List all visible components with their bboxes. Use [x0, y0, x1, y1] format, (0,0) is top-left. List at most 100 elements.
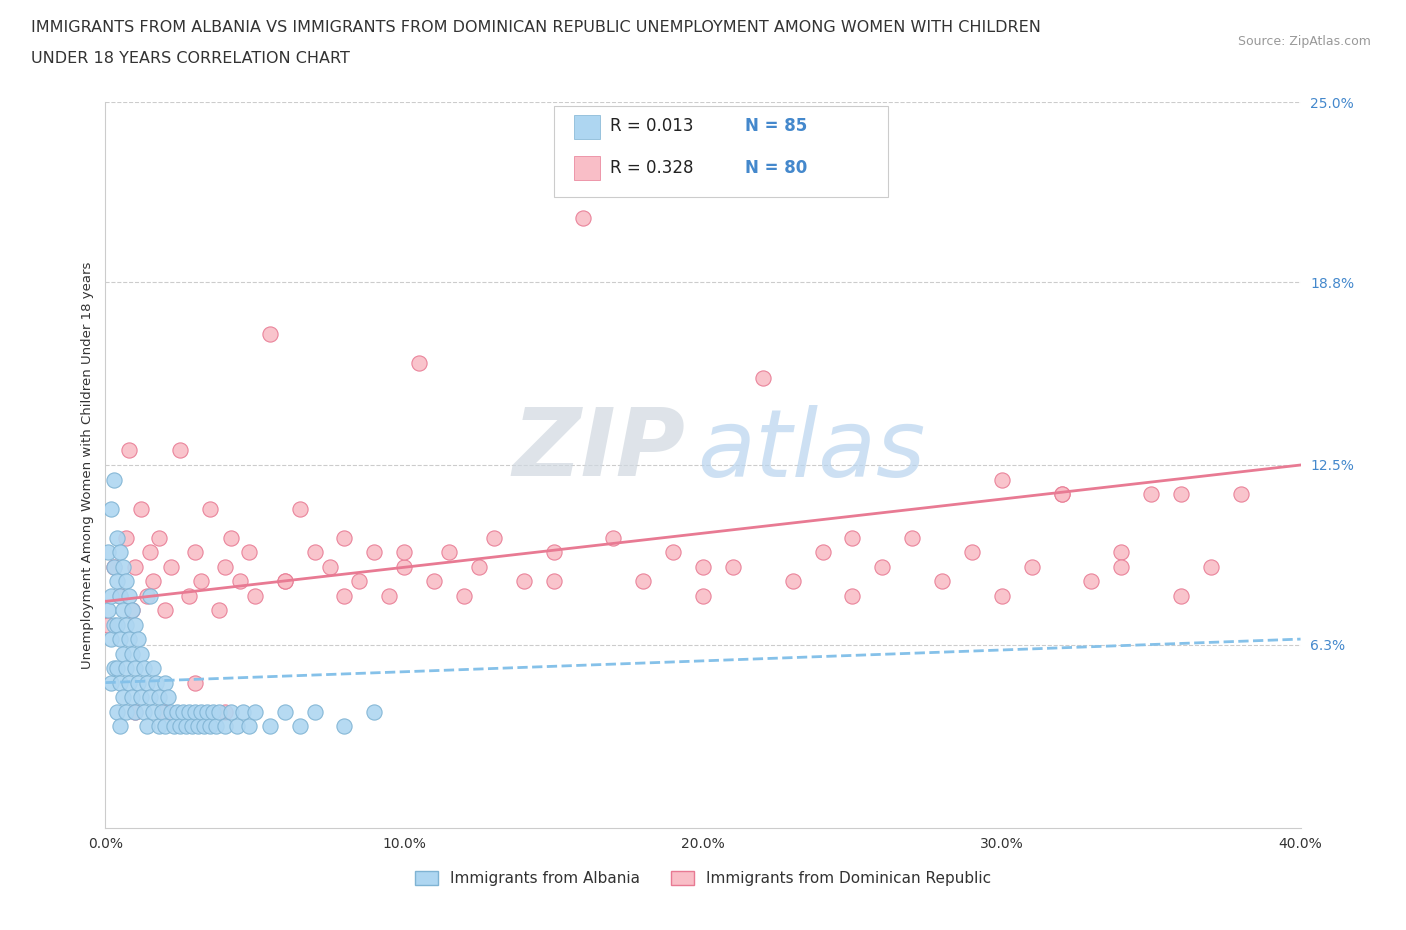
Point	[124, 559, 146, 574]
Point	[134, 704, 156, 719]
Point	[901, 530, 924, 545]
Point	[142, 574, 165, 589]
Point	[177, 704, 201, 719]
Point	[273, 704, 295, 719]
Point	[333, 719, 356, 734]
Point	[124, 618, 146, 632]
Point	[1229, 486, 1253, 501]
Point	[543, 545, 565, 560]
Bar	[574, 114, 600, 139]
Point	[97, 603, 120, 618]
Point	[157, 690, 180, 705]
Point	[318, 559, 340, 574]
Point	[333, 588, 356, 603]
Text: IMMIGRANTS FROM ALBANIA VS IMMIGRANTS FROM DOMINICAN REPUBLIC UNEMPLOYMENT AMONG: IMMIGRANTS FROM ALBANIA VS IMMIGRANTS FR…	[31, 20, 1040, 35]
Text: N = 80: N = 80	[745, 159, 807, 177]
Point	[468, 559, 491, 574]
Point	[97, 545, 120, 560]
Point	[990, 472, 1012, 487]
Point	[333, 530, 356, 545]
Point	[121, 646, 143, 661]
Point	[219, 704, 242, 719]
Point	[198, 719, 221, 734]
Point	[127, 631, 149, 646]
Point	[408, 356, 430, 371]
Point	[198, 501, 221, 516]
Point	[115, 618, 138, 632]
Point	[187, 719, 209, 734]
Point	[148, 530, 170, 545]
Point	[110, 675, 132, 690]
Point	[184, 704, 207, 719]
Point	[118, 588, 141, 603]
FancyBboxPatch shape	[554, 106, 889, 196]
Text: UNDER 18 YEARS CORRELATION CHART: UNDER 18 YEARS CORRELATION CHART	[31, 51, 350, 66]
Point	[124, 660, 146, 675]
Point	[112, 690, 135, 705]
Point	[134, 660, 156, 675]
Point	[1199, 559, 1222, 574]
Point	[190, 574, 212, 589]
Point	[378, 588, 401, 603]
Point	[273, 574, 295, 589]
Point	[960, 545, 983, 560]
Point	[232, 704, 254, 719]
Point	[363, 545, 385, 560]
Point	[145, 675, 167, 690]
Point	[118, 443, 141, 458]
Point	[1170, 588, 1192, 603]
Point	[103, 660, 125, 675]
Point	[394, 559, 416, 574]
Point	[155, 675, 177, 690]
Point	[129, 646, 153, 661]
Point	[110, 588, 132, 603]
Point	[238, 545, 260, 560]
Point	[121, 603, 143, 618]
Point	[482, 530, 505, 545]
Point	[184, 545, 207, 560]
Point	[751, 370, 773, 385]
Point	[208, 603, 231, 618]
Point	[124, 704, 146, 719]
Point	[1140, 486, 1163, 501]
Point	[110, 719, 132, 734]
Point	[115, 660, 138, 675]
Point	[1111, 559, 1133, 574]
Point	[107, 574, 129, 589]
Text: ZIP: ZIP	[512, 405, 685, 497]
Point	[115, 530, 138, 545]
Point	[100, 588, 122, 603]
Point	[166, 704, 188, 719]
Point	[121, 690, 143, 705]
Point	[112, 603, 135, 618]
Point	[174, 719, 197, 734]
Point	[97, 618, 120, 632]
Point	[205, 719, 228, 734]
Point	[110, 631, 132, 646]
Point	[169, 443, 191, 458]
Bar	[574, 156, 600, 179]
Point	[990, 588, 1012, 603]
Point	[208, 704, 231, 719]
Point	[103, 472, 125, 487]
Point	[214, 559, 236, 574]
Point	[124, 704, 146, 719]
Point	[195, 704, 218, 719]
Point	[288, 501, 311, 516]
Point	[931, 574, 953, 589]
Point	[172, 704, 194, 719]
Point	[103, 559, 125, 574]
Point	[1050, 486, 1073, 501]
Point	[304, 704, 326, 719]
Point	[107, 618, 129, 632]
Point	[349, 574, 371, 589]
Point	[100, 501, 122, 516]
Point	[214, 704, 236, 719]
Point	[169, 719, 191, 734]
Point	[129, 690, 153, 705]
Point	[181, 719, 204, 734]
Point	[190, 704, 212, 719]
Point	[160, 559, 183, 574]
Point	[602, 530, 624, 545]
Point	[121, 603, 143, 618]
